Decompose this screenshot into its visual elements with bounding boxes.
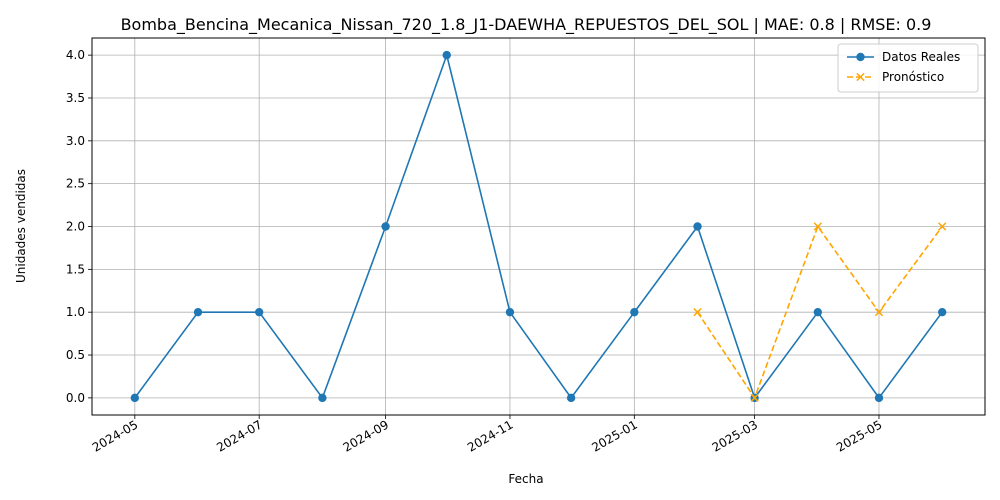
y-tick-label: 2.0 <box>66 220 85 234</box>
data-point-actual <box>130 393 140 403</box>
legend-label-forecast: Pronóstico <box>882 70 944 84</box>
x-axis-label: Fecha <box>508 472 543 486</box>
y-tick-label: 3.5 <box>66 91 85 105</box>
data-point-actual <box>193 307 203 317</box>
data-point-forecast <box>938 222 947 231</box>
data-point-actual <box>937 307 947 317</box>
y-axis-label: Unidades vendidas <box>14 169 28 283</box>
data-point-actual <box>566 393 576 403</box>
data-point-actual <box>505 307 515 317</box>
y-tick-label: 1.0 <box>66 305 85 319</box>
data-point-actual <box>874 393 884 403</box>
series-layer <box>130 50 947 403</box>
y-tick-label: 2.5 <box>66 177 85 191</box>
legend-marker-actual <box>856 52 865 62</box>
data-point-actual <box>630 307 639 317</box>
legend: Datos Reales Pronóstico <box>837 43 979 93</box>
data-point-forecast <box>693 308 702 317</box>
series-forecast <box>693 222 947 402</box>
data-point-forecast <box>813 222 822 231</box>
series-line-forecast <box>696 224 943 400</box>
legend-marker-forecast <box>856 72 865 82</box>
y-tick-label: 0.0 <box>66 391 85 405</box>
y-tick-label: 0.5 <box>66 348 85 362</box>
chart-title: Bomba_Bencina_Mecanica_Nissan_720_1.8_J1… <box>121 15 932 35</box>
data-point-actual <box>813 307 823 317</box>
legend-label-actual: Datos Reales <box>882 50 960 64</box>
y-tick-label: 3.0 <box>66 134 85 148</box>
data-point-forecast <box>750 393 759 402</box>
legend-box <box>837 43 979 93</box>
series-line-actual <box>134 52 943 400</box>
data-point-actual <box>381 222 390 231</box>
data-point-actual <box>318 393 327 403</box>
y-tick-label: 4.0 <box>66 48 85 62</box>
data-point-forecast <box>874 308 884 317</box>
data-point-actual <box>254 307 264 317</box>
y-tick-label: 1.5 <box>66 262 85 276</box>
data-point-actual <box>442 50 451 60</box>
data-point-actual <box>693 222 702 231</box>
